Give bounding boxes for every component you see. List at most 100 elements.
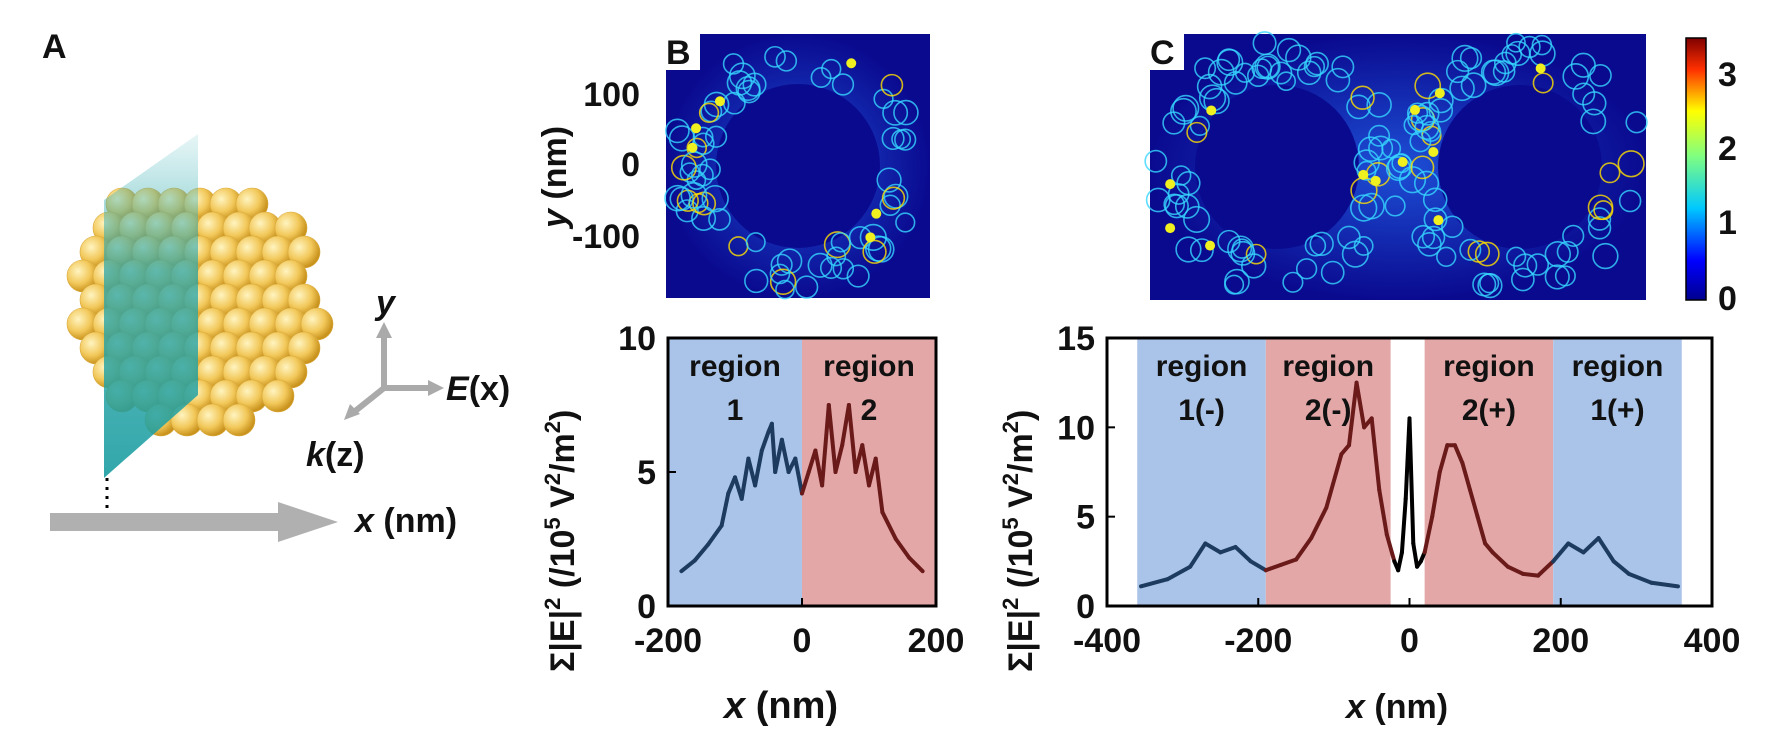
chart-b-region-1-label: region	[689, 350, 781, 383]
chart-c-line-segment	[1324, 452, 1344, 510]
chart-b-line-segment	[739, 456, 751, 501]
heatmap-cell	[1252, 31, 1277, 56]
chart-c-line-segment	[1278, 557, 1299, 567]
chart-b-line-segment	[692, 542, 711, 563]
heatmap-cell	[831, 73, 855, 96]
triad-e-label: E(x)	[446, 370, 510, 408]
heatmap-hotspot	[1165, 223, 1176, 234]
panel-a: A x (nm) y E(x) k(z)	[42, 28, 510, 542]
heatmap-cell	[692, 126, 714, 148]
chart-b-line-segment	[873, 456, 885, 515]
chart-c-ytick-label: 5	[1076, 499, 1095, 537]
heatmap-cell	[1384, 195, 1406, 217]
chart-c-region-4-label: region	[1572, 350, 1664, 383]
heatmap-cell	[1532, 72, 1554, 94]
heatmap-c-shells	[1144, 31, 1648, 299]
heatmap-cell	[1175, 236, 1202, 263]
nanoparticle	[261, 379, 295, 413]
chart-c-line-segment	[1468, 487, 1480, 519]
heatmap-hotspot	[1409, 104, 1420, 115]
colorbar	[1685, 37, 1707, 301]
heatmap-ytick-neg100: -100	[572, 218, 640, 256]
heatmap-cell	[1186, 121, 1208, 143]
field-plane	[104, 134, 198, 478]
heatmap-cell	[1526, 253, 1550, 276]
chart-c-line-segment	[1460, 461, 1472, 492]
chart-b-ytick-label: 5	[637, 454, 656, 492]
heatmap-cell	[1245, 243, 1267, 265]
panel-a-letter: A	[42, 28, 67, 66]
chart-b-xtick-label: -200	[634, 622, 702, 660]
chart-c-line-segment	[1309, 505, 1329, 541]
heatmap-cell	[1331, 55, 1355, 79]
chart-c-line-segment	[1377, 487, 1389, 537]
heatmap-cell	[1580, 108, 1607, 135]
k-arrow-icon	[344, 404, 360, 420]
heatmap-cell	[794, 275, 819, 299]
heatmap-cell	[1341, 240, 1369, 268]
heatmap-cell	[770, 253, 793, 276]
heatmap-cell	[894, 128, 917, 151]
heatmap-cell	[821, 58, 842, 80]
heatmap-cell	[1295, 258, 1318, 280]
chart-c-line-segment	[1437, 443, 1450, 474]
panel-b-letter: B	[666, 34, 691, 72]
heatmap-cell	[686, 137, 708, 159]
heatmap-hotspot	[1433, 215, 1444, 226]
chart-c-xtick-label: 400	[1684, 622, 1741, 660]
heatmap-cell	[865, 235, 892, 262]
chart-c-line-segment	[1347, 380, 1359, 448]
heatmap-cell	[1617, 150, 1645, 178]
chart-b-region-2-number: 2	[861, 394, 878, 427]
heatmap-cell	[1587, 216, 1612, 240]
chart-c-region-4	[1553, 338, 1682, 606]
chart-c-xtick-label: -400	[1073, 622, 1141, 660]
chart-c-ytick-label: 0	[1076, 588, 1095, 626]
chart-c-line-segment	[1422, 514, 1435, 555]
heatmap-cell	[1234, 62, 1256, 83]
heatmap-cell	[1164, 193, 1189, 219]
heatmap-cell	[1385, 156, 1411, 181]
chart-b-line-segment	[759, 429, 771, 453]
chart-b-line-segment	[860, 443, 871, 488]
coordinate-triad	[352, 336, 430, 415]
heatmap-cell	[735, 76, 761, 102]
heatmap-cell	[1460, 72, 1487, 99]
heatmap-cell	[832, 258, 855, 280]
heatmap-cell	[1350, 194, 1378, 222]
heatmap-cell	[1304, 235, 1327, 257]
heatmap-cell	[1599, 162, 1621, 184]
heatmap-hotspot	[1370, 175, 1381, 186]
heatmap-cell	[1368, 124, 1391, 147]
heatmap-cell	[1224, 274, 1245, 295]
heatmap-cell	[1445, 59, 1470, 84]
heatmap-cell	[1422, 187, 1448, 213]
heatmap-cell	[691, 206, 717, 231]
heatmap-cell	[1305, 51, 1329, 76]
heatmap-cell	[670, 154, 697, 181]
chart-b-line-segment	[779, 437, 791, 474]
heatmap-cell	[1276, 71, 1297, 91]
chart-b-line-segment	[773, 437, 784, 474]
chart-b-y-axis-label: Σ|E|2 (/105 V2/m2)	[540, 410, 582, 672]
heatmap-cell	[895, 212, 916, 233]
chart-c-region-3-label: region	[1443, 350, 1535, 383]
panel-c-letter: C	[1150, 34, 1175, 72]
heatmap-c-core-right	[1438, 85, 1602, 249]
heatmap-cell	[1174, 194, 1200, 219]
chart-c-line-segment	[1566, 541, 1586, 555]
heatmap-cell	[665, 118, 690, 144]
heatmap-cell	[1276, 37, 1302, 63]
heatmap-cell	[881, 186, 906, 210]
chart-c-line-segment	[1248, 559, 1268, 573]
chart-c-line-segment	[1649, 580, 1680, 589]
heatmap-cell	[1428, 97, 1454, 123]
chart-c-line-segment	[1411, 541, 1420, 569]
x-axis-label: x (nm)	[353, 502, 457, 540]
heatmap-cell	[1189, 238, 1214, 263]
chart-c-line-segment	[1407, 416, 1416, 546]
chart-c-region-2-label: region	[1282, 350, 1374, 383]
chart-b-line-segment	[907, 555, 925, 574]
chart-c-line-segment	[1551, 541, 1571, 564]
